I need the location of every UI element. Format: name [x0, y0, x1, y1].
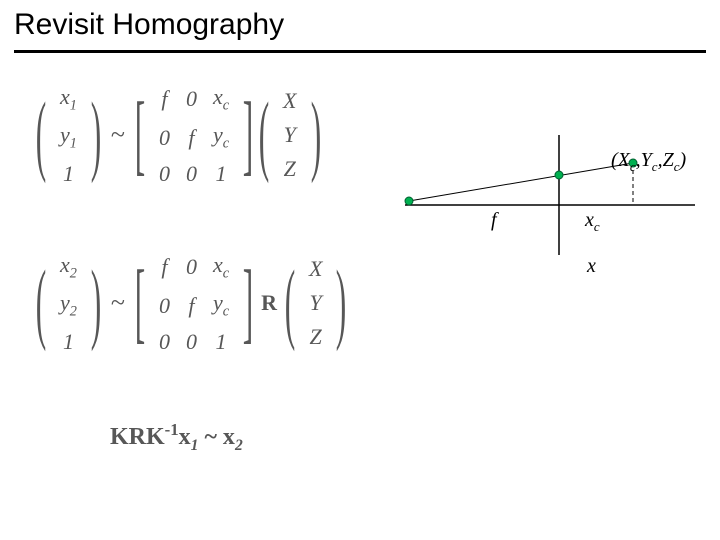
- eq2-R: R: [259, 290, 279, 316]
- eq2-X-vector: XYZ: [301, 252, 330, 354]
- eq1-lhs-vector: x1y11: [52, 80, 85, 191]
- label-f: f: [491, 209, 497, 232]
- label-xc: xc: [585, 209, 600, 235]
- equation-2: ( x2y21 ) ~ [ f0xc 0fyc 001 ] R ( XYZ ): [36, 248, 346, 359]
- slide-title: Revisit Homography: [14, 8, 284, 42]
- camera-projection-diagram: (Xc,Yc,Zc) f xc x: [395, 135, 705, 305]
- label-world-point: (Xc,Yc,Zc): [611, 149, 686, 175]
- eq1-K-matrix: f0xc 0fyc 001: [151, 80, 237, 191]
- equation-1: ( x1y11 ) ~ [ f0xc 0fyc 001 ] ( XYZ ): [36, 80, 320, 191]
- eq2-lhs-vector: x2y21: [52, 248, 85, 359]
- eq1-X-vector: XYZ: [275, 84, 304, 186]
- label-x: x: [587, 255, 596, 278]
- title-underline: [14, 50, 706, 53]
- equation-3: KRK-1x1 ~ x2: [110, 420, 243, 455]
- eq2-K-matrix: f0xc 0fyc 001: [151, 248, 237, 359]
